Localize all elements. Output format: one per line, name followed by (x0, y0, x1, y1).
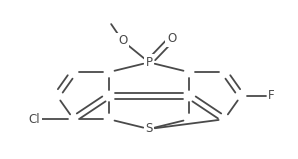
Text: F: F (268, 89, 275, 102)
Text: S: S (145, 122, 153, 135)
Text: Cl: Cl (29, 113, 40, 126)
Text: O: O (118, 34, 127, 47)
Text: O: O (167, 32, 176, 45)
Text: P: P (145, 56, 153, 69)
